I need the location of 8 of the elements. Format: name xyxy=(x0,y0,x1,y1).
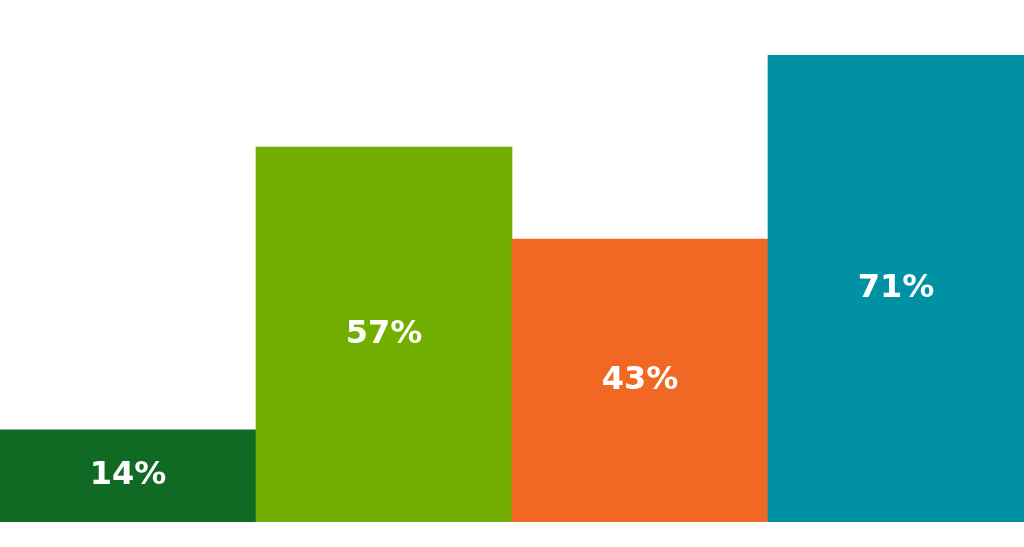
data-label: 71% xyxy=(857,266,935,305)
bar xyxy=(767,55,1024,522)
bar xyxy=(511,238,769,522)
data-label: 14% xyxy=(89,454,167,493)
data-label: 57% xyxy=(345,312,423,351)
bar xyxy=(255,146,513,522)
data-label: 43% xyxy=(601,358,679,397)
bar xyxy=(0,429,257,522)
